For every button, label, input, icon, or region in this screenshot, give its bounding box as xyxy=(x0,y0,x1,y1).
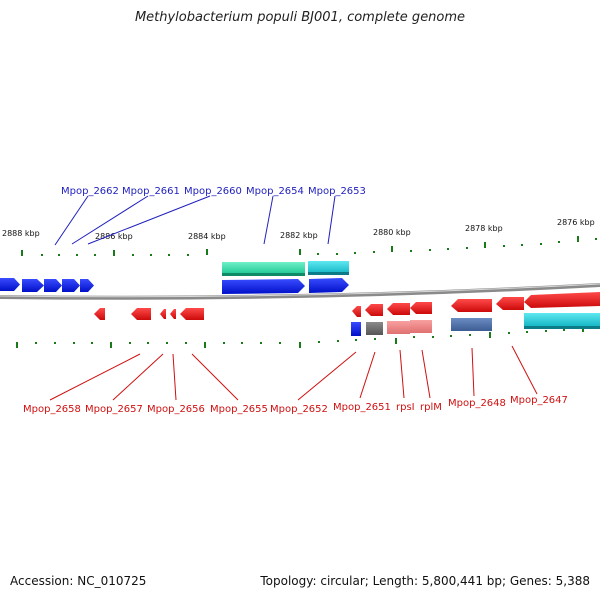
rrna-feature[interactable] xyxy=(222,262,305,275)
cyan-feature[interactable] xyxy=(308,261,349,274)
gene-label-bottom[interactable]: Mpop_2647 xyxy=(510,395,568,406)
gray-feature[interactable] xyxy=(366,322,383,335)
gene-label-bottom[interactable]: Mpop_2648 xyxy=(448,398,506,409)
gene-arrow[interactable] xyxy=(170,309,176,319)
kbp-label: 2882 kbp xyxy=(280,231,318,240)
gene-arrow[interactable] xyxy=(222,279,305,294)
rrna-feature-shadow xyxy=(222,273,305,276)
gene-label-bottom[interactable]: Mpop_2655 xyxy=(210,404,268,415)
gene-arrow[interactable] xyxy=(387,303,410,315)
gene-arrow[interactable] xyxy=(410,302,432,314)
gene-label-bottom[interactable]: Mpop_2652 xyxy=(270,404,328,415)
feature-blocks-bottom xyxy=(366,313,600,335)
pink-feature[interactable] xyxy=(387,321,410,334)
gene-arrow[interactable] xyxy=(309,278,349,293)
gene-arrow[interactable] xyxy=(496,297,524,310)
gene-label-top[interactable]: Mpop_2661 xyxy=(122,186,180,197)
topology-text: Topology: circular; Length: 5,800,441 bp… xyxy=(260,574,590,588)
gene-label-bottom[interactable]: rpsI xyxy=(396,402,415,413)
minus-strand-genes xyxy=(94,292,600,320)
feature-blocks-top xyxy=(222,261,349,276)
top-leader-lines xyxy=(54,195,336,246)
top-ruler xyxy=(21,236,597,256)
bottom-ruler xyxy=(16,326,584,348)
kbp-label: 2880 kbp xyxy=(373,228,411,237)
gene-label-bottom[interactable]: Mpop_2656 xyxy=(147,404,205,415)
pink-feature[interactable] xyxy=(410,320,432,333)
cyan-feature[interactable] xyxy=(524,313,600,327)
genome-backbone xyxy=(0,283,600,300)
kbp-label: 2878 kbp xyxy=(465,224,503,233)
gene-label-bottom[interactable]: Mpop_2657 xyxy=(85,404,143,415)
gene-arrow[interactable] xyxy=(62,279,80,292)
plus-strand-genes xyxy=(0,278,361,336)
kbp-label: 2888 kbp xyxy=(2,229,40,238)
gene-label-top[interactable]: Mpop_2662 xyxy=(61,186,119,197)
gene-arrow[interactable] xyxy=(451,299,492,312)
genome-title: Methylobacterium populi BJ001, complete … xyxy=(134,10,466,25)
gene-arrow[interactable] xyxy=(160,309,166,319)
gene-arrow[interactable] xyxy=(365,304,383,316)
accession-text: Accession: NC_010725 xyxy=(10,574,147,588)
steel-feature[interactable] xyxy=(451,318,492,331)
cyan-feature-shadow xyxy=(524,326,600,329)
gene-label-top[interactable]: Mpop_2653 xyxy=(308,186,366,197)
gene-label-top[interactable]: Mpop_2654 xyxy=(246,186,304,197)
gene-arrow[interactable] xyxy=(131,308,151,320)
kbp-label: 2886 kbp xyxy=(95,232,133,241)
gene-label-top[interactable]: Mpop_2660 xyxy=(184,186,242,197)
gene-arrow[interactable] xyxy=(22,279,44,292)
gene-label-bottom[interactable]: Mpop_2651 xyxy=(333,402,391,413)
gene-arrow[interactable] xyxy=(94,308,105,320)
gene-arrow[interactable] xyxy=(0,278,20,291)
cyan-feature-shadow xyxy=(308,272,349,275)
kbp-label: 2884 kbp xyxy=(188,232,226,241)
kbp-label: 2876 kbp xyxy=(557,218,595,227)
gene-arrow[interactable] xyxy=(80,279,94,292)
gene-block[interactable] xyxy=(351,322,361,336)
gene-arrow[interactable] xyxy=(352,306,361,317)
gene-arrow[interactable] xyxy=(180,308,204,320)
gene-arrow[interactable] xyxy=(524,292,600,308)
gene-label-bottom[interactable]: Mpop_2658 xyxy=(23,404,81,415)
gene-arrow[interactable] xyxy=(44,279,62,292)
genome-backbone-highlight xyxy=(0,283,600,298)
bottom-leader-lines xyxy=(49,345,538,401)
gene-label-bottom[interactable]: rplM xyxy=(420,402,442,413)
